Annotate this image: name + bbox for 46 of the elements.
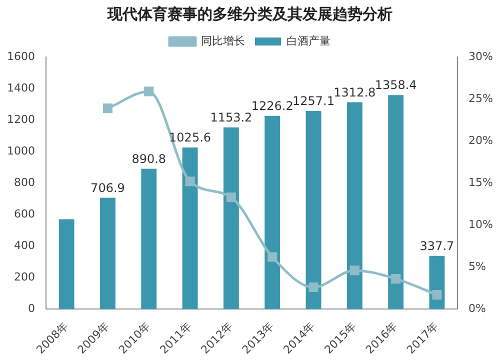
bar [141,168,157,310]
legend-label: 同比增长 [201,34,245,48]
y-tick-label: 400 [14,238,35,252]
data-label: 706.9 [90,180,125,195]
data-label: 1226.2 [251,99,294,114]
y2-tick-label: 25% [468,92,494,105]
y-tick-label: 800 [14,176,35,189]
data-label: 1153.2 [210,110,252,125]
point [391,274,401,284]
bar [264,116,280,310]
data-label: 337.7 [420,239,454,254]
point [350,266,360,276]
point [432,290,442,300]
point [226,192,236,202]
point [144,86,154,96]
data-label: 890.8 [132,152,166,166]
bar [346,102,362,310]
legend-label: 白酒产量 [286,34,330,48]
y-tick-label: 1400 [6,81,35,94]
data-label: 1025.6 [169,130,212,145]
y-tick-label: 200 [14,270,35,284]
y2-tick-label: 15% [468,176,494,189]
y2-tick-label: 5% [468,260,486,273]
bar [223,127,239,310]
chart-title: 现代体育赛事的多维分类及其发展趋势分析 [106,4,392,23]
y2-tick-label: 0% [468,302,486,315]
bar [388,95,404,310]
y-tick-label: 600 [14,207,35,220]
y2-tick-label: 30% [468,50,494,63]
y2-tick-label: 20% [468,134,494,147]
bar [100,198,116,310]
point [185,176,195,186]
point [102,103,113,114]
bar [182,148,198,310]
y-tick-label: 1000 [6,144,35,158]
y-tick-label: 0 [28,302,35,315]
data-label: 1358.4 [374,78,417,92]
data-label: 1257.1 [292,94,335,108]
y-tick-label: 1600 [6,50,35,63]
bar [58,219,74,310]
y2-tick-label: 10% [468,218,494,231]
data-label: 1312.8 [334,85,376,100]
y-tick-label: 1200 [6,112,35,126]
bar [306,111,322,310]
point [268,252,278,262]
point [308,282,318,292]
